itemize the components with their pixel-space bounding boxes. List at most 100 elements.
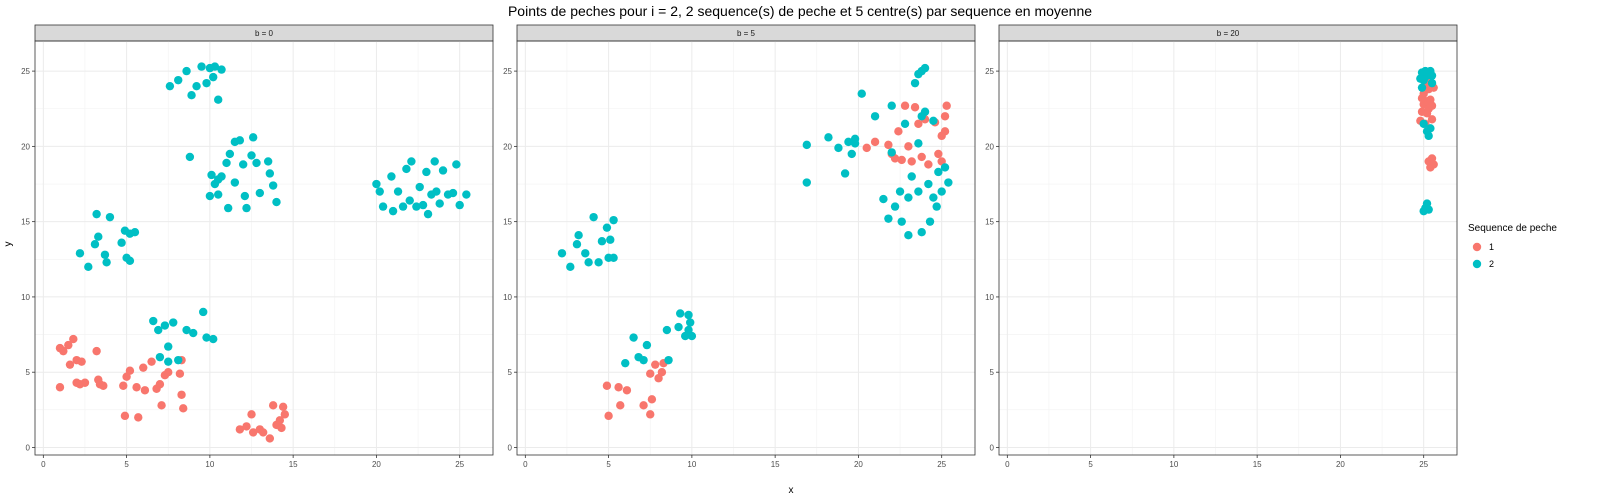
data-point-seq-2 [884,214,893,223]
data-point-seq-1 [164,368,173,377]
data-point-seq-2 [402,164,411,174]
data-point-seq-1 [924,160,933,169]
data-point-seq-1 [870,137,880,147]
y-tick-label: 20 [985,142,994,151]
x-tick-label: 25 [1419,460,1428,469]
data-point-seq-2 [223,203,233,213]
data-point-seq-2 [639,355,648,365]
data-point-seq-2 [207,170,216,180]
y-tick-label: 10 [503,293,512,302]
data-point-seq-2 [117,238,126,247]
data-point-seq-1 [120,411,130,421]
data-point-seq-2 [802,178,811,187]
data-point-seq-1 [917,152,926,162]
facet-strip-label: b = 0 [255,29,274,38]
x-tick-label: 5 [606,460,611,469]
data-point-seq-2 [225,149,235,159]
data-point-seq-1 [235,425,245,434]
data-point-seq-2 [248,133,258,142]
data-point-seq-2 [164,342,173,351]
data-point-seq-2 [452,160,461,169]
y-tick-label: 5 [990,368,995,377]
legend-label-seq-1: 1 [1489,242,1494,252]
y-tick-label: 0 [26,443,31,452]
y-tick-label: 10 [21,293,30,302]
data-point-seq-2 [917,227,926,237]
data-point-seq-2 [235,136,245,145]
data-point-seq-2 [847,149,856,159]
data-point-seq-2 [557,249,567,258]
data-point-seq-2 [398,202,408,211]
data-point-seq-2 [189,328,198,338]
data-point-seq-2 [1424,131,1433,141]
y-tick-label: 5 [26,368,31,377]
data-point-seq-2 [105,212,115,222]
data-point-seq-1 [147,357,156,366]
data-point-seq-1 [177,390,186,399]
data-point-seq-1 [1427,115,1437,124]
data-point-seq-2 [372,179,381,189]
data-point-seq-2 [435,199,444,208]
data-point-seq-2 [430,157,439,166]
data-point-seq-1 [647,395,657,404]
data-point-seq-1 [59,346,68,356]
data-point-seq-1 [265,434,275,443]
data-point-seq-2 [268,181,278,190]
data-point-seq-2 [209,334,218,344]
data-point-seq-2 [674,322,683,332]
data-point-seq-2 [388,206,398,216]
data-point-seq-2 [850,134,860,144]
data-point-seq-2 [102,258,111,267]
x-tick-label: 10 [687,460,696,469]
data-point-seq-2 [574,231,583,240]
data-point-seq-2 [252,158,261,168]
data-point-seq-2 [94,232,103,241]
data-point-seq-2 [455,200,464,210]
data-point-seq-2 [932,202,941,211]
facet-panel: b = 5 0 5 10 15 20 25 0 5 10 15 20 25 [503,24,976,469]
y-tick-label: 25 [985,67,994,76]
data-point-seq-1 [884,140,893,150]
legend-title: Sequence de peche [1468,223,1557,234]
data-point-seq-2 [840,169,850,178]
data-point-seq-2 [897,217,906,226]
data-point-seq-2 [1417,83,1427,92]
data-point-seq-2 [174,75,183,85]
data-point-seq-2 [214,95,223,104]
data-point-seq-2 [205,191,215,201]
data-point-seq-2 [217,65,226,74]
data-point-seq-2 [904,231,913,240]
data-point-seq-2 [197,62,206,71]
x-tick-label: 15 [771,460,780,469]
data-point-seq-2 [462,190,471,199]
data-point-seq-2 [130,227,140,237]
legend-key-seq-2 [1472,259,1482,269]
data-point-seq-2 [609,253,618,262]
data-point-seq-2 [263,157,273,166]
data-point-seq-2 [187,90,196,100]
facet-panel: b = 0 0 5 10 15 20 25 0 5 10 15 20 25 [21,24,494,469]
data-point-seq-2 [1427,71,1437,80]
data-point-seq-2 [418,200,428,210]
data-point-seq-2 [154,325,163,335]
x-tick-label: 15 [1253,460,1262,469]
data-point-seq-2 [375,187,384,196]
data-point-seq-1 [65,360,75,369]
data-point-seq-2 [925,217,935,226]
data-point-seq-2 [240,191,250,201]
x-tick-label: 20 [1336,460,1345,469]
data-point-seq-2 [581,249,590,258]
data-point-seq-2 [415,182,424,192]
data-point-seq-1 [80,378,90,387]
data-point-seq-2 [217,172,226,181]
data-point-seq-1 [1429,160,1438,169]
x-tick-label: 20 [854,460,863,469]
data-point-seq-2 [566,262,575,272]
data-point-seq-2 [937,187,946,196]
data-point-seq-2 [844,137,853,147]
data-point-seq-2 [1427,78,1437,88]
data-point-seq-2 [92,209,101,219]
data-point-seq-1 [140,386,150,395]
data-point-seq-2 [944,178,953,187]
